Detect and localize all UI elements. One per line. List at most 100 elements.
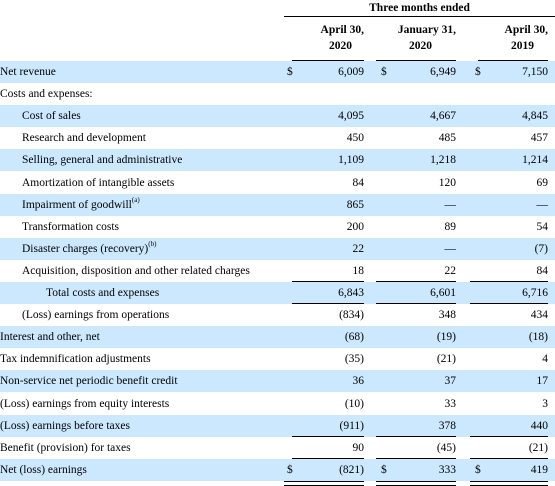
cell-value: 6,009 (338, 66, 364, 78)
row-label-text: Benefit (provision) for taxes (0, 441, 131, 454)
column-header-2-line2: 2020 (409, 40, 432, 52)
cell-value: 22 (352, 242, 365, 255)
row-label: Research and development (0, 127, 282, 149)
table-row: Total costs and expenses 6,843 6,601 6,716 (0, 282, 555, 304)
table-row: Cost of sales 4,095 4,667 4,845 (0, 105, 555, 128)
cell-value: (21) (436, 353, 456, 366)
currency-symbol: $ (475, 463, 481, 476)
cell-value: 90 (352, 441, 365, 454)
sum-rule (292, 303, 364, 305)
row-label-text: Costs and expenses: (0, 88, 93, 101)
cell-value: 6,716 (522, 287, 548, 299)
cell-value: 1,214 (522, 154, 548, 167)
sum-rule (292, 435, 364, 437)
sum-rule (376, 281, 456, 282)
row-label-text: Non-service net periodic benefit credit (0, 375, 178, 388)
cell-value: 6,949 (430, 66, 456, 78)
total-double-rule (376, 480, 456, 486)
cell-value: 6,601 (430, 287, 456, 299)
cell-value: (911) (339, 419, 364, 432)
row-label-text: Cost of sales (22, 110, 81, 123)
cell-value: 4 (542, 353, 548, 366)
table-row: Selling, general and administrative 1,109… (0, 149, 555, 172)
footnote-marker: (b) (148, 239, 157, 248)
cell-value: (821) (339, 463, 364, 476)
table-row: Non-service net periodic benefit credit 3… (0, 370, 555, 393)
row-label: (Loss) earnings from equity interests (0, 393, 282, 415)
row-label: Acquisition, disposition and other relat… (0, 260, 282, 282)
currency-symbol: $ (475, 66, 481, 78)
cell-value: (35) (344, 353, 364, 366)
table-row: Transformation costs 200 89 54 (0, 216, 555, 238)
sum-rule (470, 435, 548, 437)
cell-value: 865 (346, 198, 364, 211)
row-label: Interest and other, net (0, 326, 282, 348)
row-label-text: Amortization of intangible assets (22, 176, 175, 189)
cell-value: 485 (438, 132, 456, 145)
cell-value: — (444, 242, 457, 255)
row-label: Impairment of goodwill(a) (0, 194, 282, 216)
row-label: Benefit (provision) for taxes (0, 437, 282, 459)
cell-value: — (444, 198, 457, 211)
cell-value: 17 (536, 375, 549, 388)
cell-value: 18 (352, 264, 365, 277)
cell-value: 69 (536, 176, 549, 189)
row-label-text: Net (loss) earnings (0, 463, 87, 476)
cell-value: — (536, 198, 549, 211)
table-row: Interest and other, net (68) (19) (18) (0, 326, 555, 349)
column-header-2-line1: January 31, (397, 24, 456, 36)
currency-symbol: $ (381, 66, 387, 78)
cell-value: 84 (352, 176, 365, 189)
cell-value: 434 (530, 309, 548, 322)
column-header-1-line2: 2020 (329, 40, 352, 52)
cell-value: (7) (534, 242, 548, 255)
cell-value: 4,845 (522, 110, 548, 123)
cell-value: 3 (542, 397, 548, 410)
row-label: (Loss) earnings from operations (0, 304, 282, 326)
header-group-label: Three months ended (284, 0, 555, 17)
row-label: Transformation costs (0, 216, 282, 238)
row-label-text: (Loss) earnings from operations (22, 309, 170, 322)
row-label-text: Total costs and expenses (46, 287, 160, 299)
row-label-text: Acquisition, disposition and other relat… (22, 264, 250, 277)
table-row: Disaster charges (recovery)(b) 22 — (7) (0, 237, 555, 260)
column-header-1-line1: April 30, (320, 24, 364, 36)
cell-value: 1,109 (338, 154, 364, 167)
column-header-3-line1: April 30, (504, 24, 548, 36)
sum-rule (470, 303, 548, 305)
cell-value: 120 (438, 176, 456, 189)
column-header-2: January 31, 2020 (376, 22, 456, 61)
cell-value: 37 (444, 375, 457, 388)
cell-value: (18) (528, 331, 548, 344)
row-label: Net revenue (0, 61, 282, 83)
sum-rule (376, 303, 456, 305)
table-row: Net (loss) earnings $ $ $ (821) 333 419 (0, 458, 555, 481)
table-row: Research and development 450 485 457 (0, 127, 555, 149)
footnote-marker: (a) (131, 195, 140, 204)
sum-rule (470, 457, 548, 459)
row-label-text: Net revenue (0, 66, 56, 78)
row-label-text: Research and development (22, 132, 146, 145)
cell-value: 33 (444, 397, 457, 410)
table-row: Impairment of goodwill(a) 865 — — (0, 193, 555, 216)
table-row: Tax indemnification adjustments (35) (21) 4 (0, 348, 555, 370)
cell-value: 6,843 (338, 287, 364, 299)
row-label-text: Disaster charges (recovery) (22, 242, 149, 255)
row-label: Tax indemnification adjustments (0, 348, 282, 370)
table-row: Amortization of intangible assets 84 120 69 (0, 172, 555, 194)
cell-value: 7,150 (522, 66, 548, 78)
sum-rule (292, 457, 364, 459)
row-label: Net (loss) earnings (0, 459, 282, 481)
cell-value: (19) (436, 331, 456, 344)
cell-value: 84 (536, 264, 549, 277)
cell-value: 54 (536, 220, 549, 233)
column-header-3-line2: 2019 (511, 40, 534, 52)
row-label: Non-service net periodic benefit credit (0, 370, 282, 392)
currency-symbol: $ (287, 463, 293, 476)
row-label: Selling, general and administrative (0, 149, 282, 171)
row-label-text: (Loss) earnings from equity interests (0, 397, 170, 410)
row-label: Disaster charges (recovery)(b) (0, 238, 282, 260)
cell-value: 450 (346, 132, 364, 145)
cell-value: (68) (344, 331, 364, 344)
cell-value: 36 (352, 375, 365, 388)
